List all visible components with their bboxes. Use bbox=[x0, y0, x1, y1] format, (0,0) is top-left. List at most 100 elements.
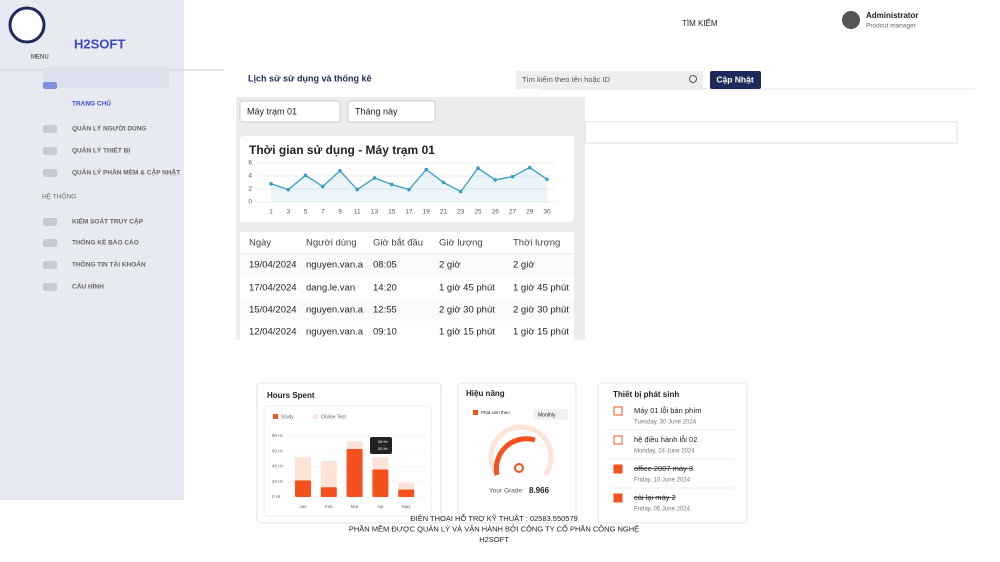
chart-title: Thời gian sử dụng - Máy trạm 01 bbox=[249, 143, 435, 157]
table-cell: 2 giờ bbox=[513, 260, 535, 271]
x-tick-label: 19 bbox=[423, 209, 431, 216]
x-tick-label: 15 bbox=[388, 209, 396, 216]
table-cell: 2 giờ 30 phút bbox=[439, 305, 495, 316]
x-tick-label: 26 bbox=[492, 209, 500, 216]
dropdown[interactable] bbox=[347, 100, 436, 123]
menu-item[interactable]: QUẢN LÝ PHẦN MỀM & CẬP NHẬT bbox=[72, 167, 180, 177]
bar bbox=[346, 441, 363, 449]
x-tick-label: Jan bbox=[299, 504, 307, 509]
table-cell: 2 giờ bbox=[439, 260, 461, 271]
checkbox[interactable] bbox=[613, 464, 623, 474]
menu-icon bbox=[43, 169, 57, 177]
search-tab[interactable]: TÌM KIẾM bbox=[682, 18, 718, 28]
y-tick-label: 40 Hr bbox=[272, 464, 284, 469]
table-card bbox=[240, 232, 574, 340]
search-box[interactable] bbox=[516, 71, 703, 89]
legend-label: Study bbox=[281, 414, 294, 420]
point bbox=[510, 174, 515, 179]
device-title: Máy 01 lỗi bàn phím bbox=[634, 406, 702, 415]
menu-icon bbox=[43, 239, 57, 247]
point bbox=[407, 187, 411, 192]
empty-box bbox=[584, 121, 958, 144]
y-tick-label: 0 Hr bbox=[272, 494, 281, 499]
tooltip bbox=[370, 437, 392, 454]
bar bbox=[346, 448, 363, 497]
card-title: Thiết bị phát sinh bbox=[613, 390, 679, 399]
footer-text: ĐIỆN THOẠI HỖ TRỢ KỸ THUẬT : 02583.55057… bbox=[410, 514, 578, 523]
checkbox[interactable] bbox=[613, 435, 623, 445]
table-cell: 1 giờ 45 phút bbox=[439, 283, 495, 294]
x-tick-label: 25 bbox=[474, 209, 482, 216]
table-cell: 12:55 bbox=[373, 305, 397, 316]
search-icon bbox=[689, 75, 697, 83]
menu-item[interactable]: THỐNG KÊ BÁO CÁO bbox=[72, 237, 139, 247]
x-tick-label: 1 bbox=[269, 209, 273, 216]
menu-item[interactable]: CẤU HÌNH bbox=[72, 281, 104, 291]
table-cell: nguyen.van.a bbox=[306, 305, 364, 316]
table-header: Ngày bbox=[249, 238, 271, 249]
x-tick-label: 7 bbox=[321, 209, 325, 216]
grade-label: Your Grade: bbox=[489, 488, 524, 495]
x-tick-label: 5 bbox=[304, 209, 308, 216]
x-tick-label: 30 bbox=[543, 209, 551, 216]
dropdown[interactable] bbox=[239, 100, 341, 123]
device-title: cài lại máy 2 bbox=[634, 493, 676, 502]
gauge-hub bbox=[514, 463, 524, 473]
gauge-track bbox=[488, 424, 554, 477]
x-tick-label: 11 bbox=[354, 209, 361, 216]
table-cell: 2 giờ 30 phút bbox=[513, 305, 569, 316]
performance-card bbox=[457, 382, 577, 524]
y-tick-label: 60 Hr bbox=[272, 448, 284, 453]
search-placeholder: Tìm kiếm theo tên hoặc ID bbox=[522, 75, 611, 84]
menu-item[interactable]: TRANG CHỦ bbox=[72, 99, 111, 108]
menu-icon bbox=[43, 218, 57, 226]
row-bg bbox=[240, 254, 574, 276]
point bbox=[286, 187, 291, 192]
button-label[interactable]: Cập Nhật bbox=[716, 74, 753, 84]
table-cell: 14:20 bbox=[373, 283, 397, 294]
point bbox=[476, 166, 480, 170]
point bbox=[338, 169, 342, 173]
dropdown-label[interactable]: Máy trạm 01 bbox=[247, 106, 297, 116]
menu-item[interactable]: THÔNG TIN TÀI KHOẢN bbox=[72, 260, 146, 269]
dropdown-label[interactable]: Monthly bbox=[538, 412, 556, 418]
bar bbox=[398, 489, 415, 497]
table-cell: 1 giờ 15 phút bbox=[513, 327, 569, 338]
table-header: Thời lượng bbox=[513, 238, 560, 249]
x-tick-label: Apr bbox=[377, 504, 385, 509]
legend-label: Online Test bbox=[321, 414, 347, 420]
x-tick-label: 17 bbox=[405, 209, 413, 216]
point bbox=[320, 184, 325, 189]
dropdown-label[interactable]: Tháng này bbox=[355, 106, 398, 116]
area bbox=[271, 167, 547, 202]
point bbox=[441, 180, 446, 185]
chart-card bbox=[240, 136, 574, 222]
device-date: Tuesday, 30 June 2024 bbox=[634, 420, 697, 426]
avatar bbox=[842, 11, 860, 29]
legend-label: Phát sinh theo bbox=[481, 410, 510, 415]
menu-item[interactable]: QUẢN LÝ THIẾT BỊ bbox=[72, 145, 130, 155]
y-tick-label: 80 Hr bbox=[272, 433, 284, 438]
checkbox[interactable] bbox=[613, 406, 623, 416]
menu-icon bbox=[43, 283, 57, 291]
update-button[interactable] bbox=[710, 71, 761, 89]
tooltip-text: 35 Hr bbox=[378, 439, 388, 444]
point bbox=[372, 176, 377, 180]
dropdown[interactable] bbox=[533, 409, 568, 420]
table-cell: 15/04/2024 bbox=[249, 305, 297, 316]
y-tick-label: 0 bbox=[248, 199, 252, 206]
menu-item[interactable]: KIỂM SOÁT TRUY CẬP bbox=[72, 217, 144, 226]
checkbox[interactable] bbox=[613, 493, 623, 503]
bar bbox=[320, 487, 337, 497]
y-tick-label: 20 Hr bbox=[272, 479, 284, 484]
y-tick-label: 2 bbox=[248, 186, 252, 193]
card-title: Hiệu năng bbox=[466, 389, 505, 398]
y-tick-label: 6 bbox=[248, 160, 252, 167]
x-tick-label: 9 bbox=[338, 209, 342, 216]
point bbox=[527, 165, 532, 170]
menu-item[interactable]: QUẢN LÝ NGƯỜI DÙNG bbox=[72, 124, 147, 133]
logo bbox=[8, 6, 46, 44]
menu-icon bbox=[43, 147, 57, 155]
user-role: Prodcut manager bbox=[866, 23, 917, 30]
gauge-fill bbox=[493, 436, 536, 476]
